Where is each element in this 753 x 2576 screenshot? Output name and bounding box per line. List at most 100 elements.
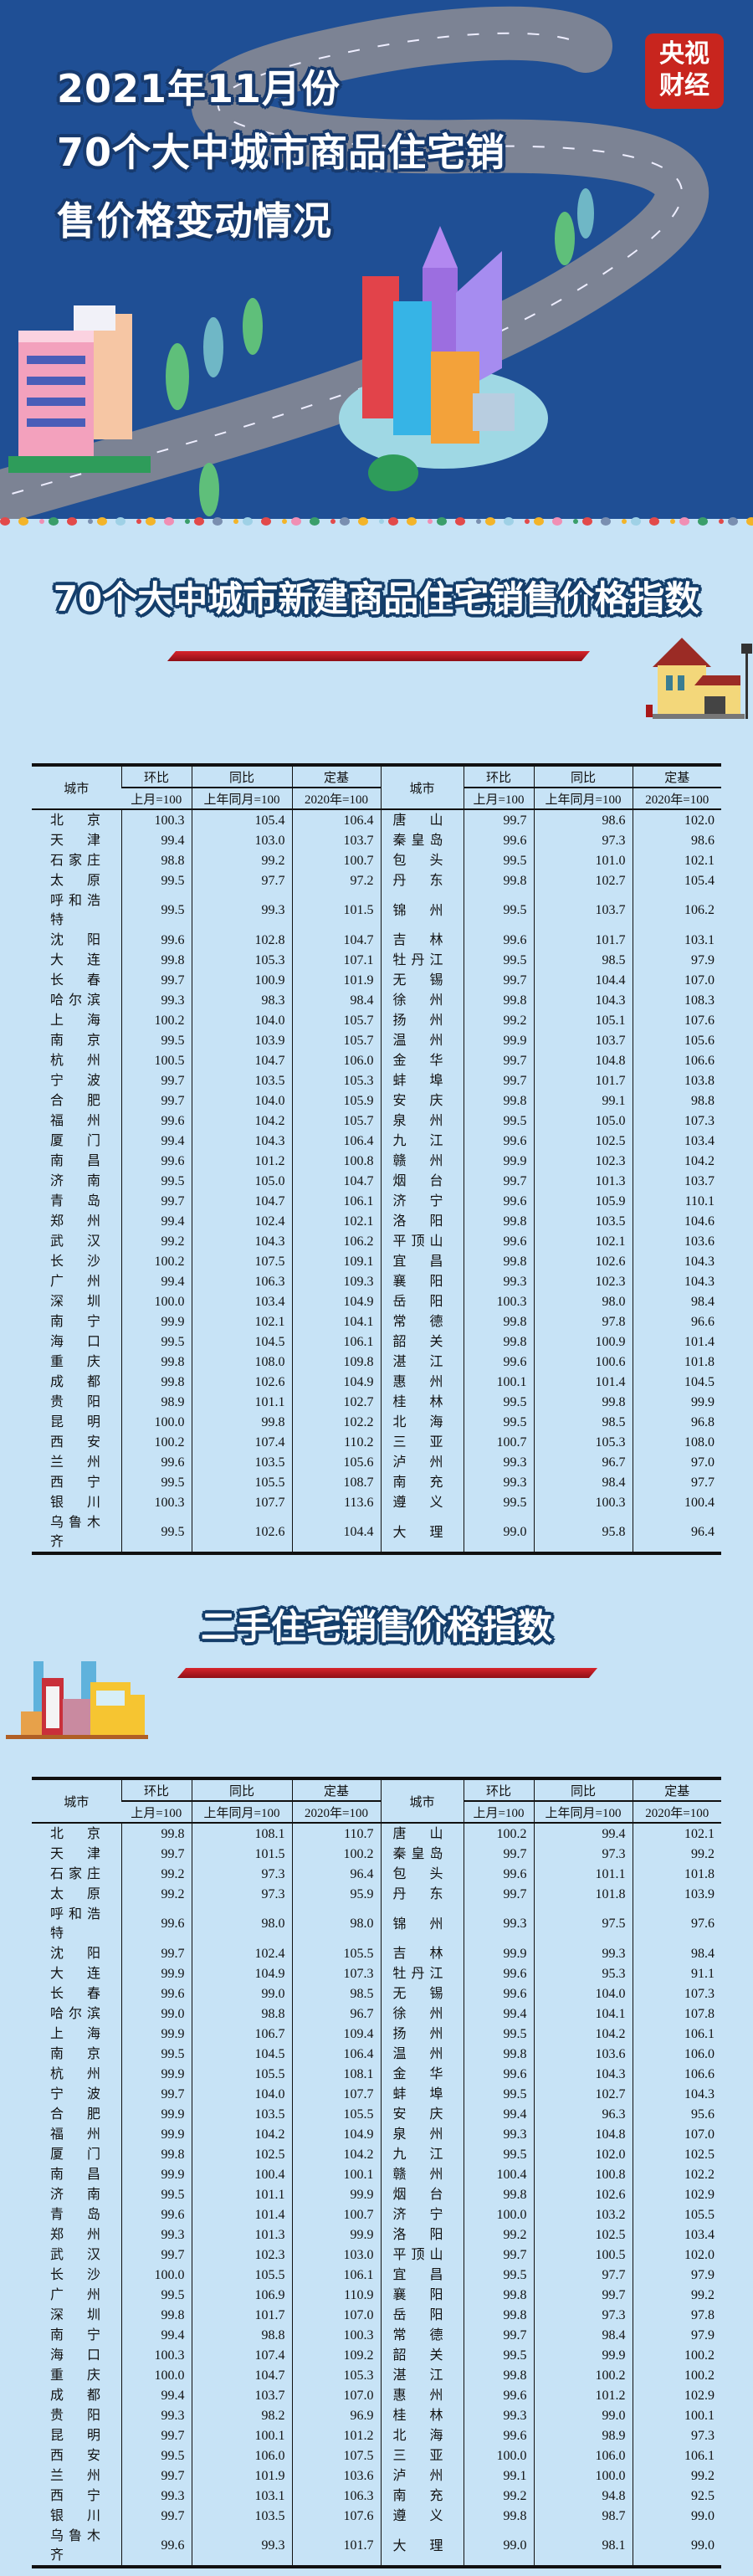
table-row: 长春 99.7 100.9 101.9 无锡 99.7 104.4 107.0 [32,970,721,990]
city-name: 天津 [50,1845,100,1861]
city-name: 厦门 [50,1132,100,1148]
cell-city: 湛江 [380,1352,464,1372]
cell-city: 北海 [380,1412,464,1432]
header-mom-sub: 上月=100 [131,793,182,807]
cell-city: 韶关 [380,2345,464,2365]
city-name: 长春 [50,1985,100,2001]
cell-base: 102.0 [632,809,721,830]
cell-city: 温州 [380,1030,464,1050]
cell-base: 100.4 [632,1492,721,1512]
cell-yoy: 101.8 [533,1884,633,1904]
header-yoy-sub: 上年同月=100 [533,1801,633,1823]
cell-base: 105.5 [632,2204,721,2224]
cell-mom: 99.7 [120,2245,192,2265]
border-dot [39,519,44,524]
cell-base: 99.9 [632,1392,721,1412]
cell-mom: 99.5 [120,1332,192,1352]
cell-yoy: 99.4 [533,1823,633,1844]
cell-city: 南充 [380,1472,464,1492]
cell-mom: 99.7 [463,1171,534,1191]
cell-yoy: 103.6 [533,2044,633,2064]
cell-yoy: 102.5 [191,2144,292,2164]
cell-city: 牡丹江 [380,1963,464,1983]
border-dot [573,519,578,524]
cell-mom: 99.9 [120,1311,192,1332]
table-row: 南昌 99.6 101.2 100.8 赣州 99.9 102.3 104.2 [32,1151,721,1171]
cell-yoy: 102.1 [191,1311,292,1332]
cell-base: 102.1 [291,1211,381,1231]
cell-yoy: 99.8 [533,1392,633,1412]
cell-base: 107.8 [632,2004,721,2024]
cell-mom: 99.6 [120,2204,192,2224]
city-name: 贵阳 [50,1393,100,1409]
cell-mom: 99.8 [463,1090,534,1111]
cell-mom: 99.3 [120,2486,192,2506]
cell-base: 104.7 [291,930,381,950]
house-icon [646,638,752,719]
cell-base: 102.2 [291,1412,381,1432]
cell-base: 101.8 [632,1352,721,1372]
cell-yoy: 104.3 [191,1131,292,1151]
cell-mom: 99.8 [463,870,534,890]
cell-city: 三亚 [380,2445,464,2466]
cell-city: 锦州 [380,1904,464,1943]
cell-yoy: 104.9 [191,1963,292,1983]
cell-yoy: 97.3 [191,1864,292,1884]
table-row: 银川 99.7 103.5 107.6 遵义 99.8 98.7 99.0 [32,2506,721,2526]
cell-base: 101.4 [632,1332,721,1352]
cell-base: 104.3 [632,1271,721,1291]
cell-mom: 99.5 [463,950,534,970]
city-name: 北海 [392,1414,443,1429]
cell-mom: 99.9 [120,2104,192,2124]
cell-yoy: 97.3 [533,1844,633,1864]
table-row: 郑州 99.3 101.3 99.9 洛阳 99.2 102.5 103.4 [32,2224,721,2245]
cell-base: 101.5 [291,890,381,930]
cell-city: 长沙 [32,1251,121,1271]
city-name: 北京 [50,1825,100,1841]
city-name: 杭州 [50,1052,100,1068]
table-row: 济南 99.5 105.0 104.7 烟台 99.7 101.3 103.7 [32,1171,721,1191]
city-name: 遵义 [392,1494,443,1510]
city-name: 上海 [50,1012,100,1028]
cell-city: 上海 [32,1010,121,1030]
cell-base: 104.1 [291,1311,381,1332]
cell-mom: 99.2 [463,1010,534,1030]
cell-mom: 99.6 [463,1131,534,1151]
cell-city: 泸州 [380,2466,464,2486]
cell-city: 厦门 [32,2144,121,2164]
cell-yoy: 104.3 [533,990,633,1010]
cell-yoy: 105.3 [533,1432,633,1452]
city-name: 长沙 [50,2266,100,2282]
cell-mom: 99.5 [463,1392,534,1412]
table-row: 成都 99.4 103.7 107.0 惠州 99.6 101.2 102.9 [32,2385,721,2405]
table-row: 福州 99.6 104.2 105.7 泉州 99.5 105.0 107.3 [32,1111,721,1131]
table-row: 太原 99.5 97.7 97.2 丹东 99.8 102.7 105.4 [32,870,721,890]
cell-yoy: 107.4 [191,1432,292,1452]
header-base-sub: 2020年=100 [632,1801,721,1823]
city-name: 唐山 [392,812,443,828]
cell-yoy: 99.1 [533,1090,633,1111]
table-row: 南宁 99.9 102.1 104.1 常德 99.8 97.8 96.6 [32,1311,721,1332]
city-name: 大连 [50,952,100,967]
cell-city: 包头 [380,1864,464,1884]
cell-city: 烟台 [380,2184,464,2204]
city-name: 襄阳 [392,2286,443,2302]
cell-city: 长春 [32,1983,121,2004]
cell-mom: 99.7 [463,1070,534,1090]
cell-mom: 99.9 [120,2124,192,2144]
cell-mom: 99.6 [463,1352,534,1372]
city-road-illustration [0,6,709,519]
cell-base: 102.0 [632,2245,721,2265]
table-row: 宁波 99.7 103.5 105.3 蚌埠 99.7 101.7 103.8 [32,1070,721,1090]
city-name: 宁波 [50,1072,100,1088]
cell-city: 九江 [380,1131,464,1151]
cell-city: 青岛 [32,2204,121,2224]
cell-yoy: 108.0 [191,1352,292,1372]
city-name: 厦门 [50,2146,100,2162]
cell-base: 99.9 [291,2224,381,2245]
page-title-line-2: 70个大中城市商品住宅销 [57,130,506,175]
cell-yoy: 103.7 [191,2385,292,2405]
cell-yoy: 104.0 [191,2084,292,2104]
cell-mom: 99.3 [120,2405,192,2425]
cell-base: 101.9 [291,970,381,990]
